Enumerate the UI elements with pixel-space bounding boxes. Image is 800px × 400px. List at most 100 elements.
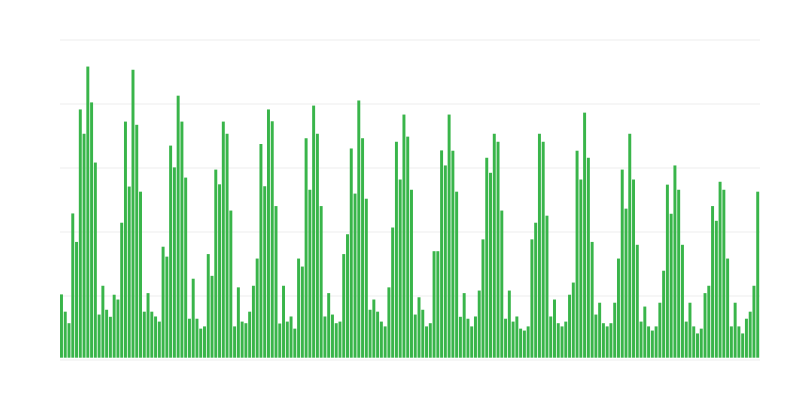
bar xyxy=(71,213,75,358)
bar xyxy=(376,311,380,358)
bar xyxy=(556,323,560,358)
bar xyxy=(643,306,647,358)
bar xyxy=(142,311,146,358)
bar xyxy=(248,311,252,358)
bar xyxy=(82,133,86,358)
bar xyxy=(413,314,417,358)
bar xyxy=(692,326,696,358)
bar xyxy=(410,189,413,358)
bar xyxy=(361,138,365,358)
bar xyxy=(658,302,662,358)
bar xyxy=(748,311,752,358)
bar xyxy=(214,169,218,358)
bar xyxy=(154,316,158,358)
bar xyxy=(172,167,176,358)
bar xyxy=(522,330,526,358)
bar xyxy=(297,258,301,358)
bar xyxy=(729,326,733,358)
bar xyxy=(191,278,195,358)
bar xyxy=(274,206,278,358)
bar xyxy=(428,323,432,358)
bar xyxy=(372,299,376,358)
bar xyxy=(447,114,451,358)
bar xyxy=(127,186,131,358)
bar xyxy=(116,299,120,358)
bar xyxy=(718,181,722,358)
bar xyxy=(470,326,474,358)
bar xyxy=(266,109,270,358)
bar xyxy=(387,287,391,358)
bar xyxy=(489,172,492,358)
bar xyxy=(598,302,602,358)
bar xyxy=(251,285,255,358)
bar xyxy=(477,290,481,358)
bar xyxy=(334,323,338,358)
bar xyxy=(165,256,169,358)
bar xyxy=(616,258,620,358)
bar xyxy=(406,136,410,358)
bar xyxy=(391,227,395,358)
bar xyxy=(530,239,534,358)
bar xyxy=(601,323,605,358)
bar xyxy=(187,318,191,358)
bar xyxy=(473,316,477,358)
bars xyxy=(60,66,760,358)
bar xyxy=(650,330,654,358)
bar xyxy=(195,318,199,358)
bar xyxy=(304,138,308,358)
bar xyxy=(560,326,564,358)
bar xyxy=(632,179,635,358)
bar xyxy=(240,321,244,358)
bar xyxy=(703,293,707,358)
bar xyxy=(218,184,222,358)
bar xyxy=(346,234,349,358)
bar xyxy=(293,328,297,358)
bar xyxy=(357,100,361,358)
bar xyxy=(146,293,150,358)
bar xyxy=(244,323,248,358)
bar xyxy=(169,145,173,358)
bar xyxy=(157,321,161,358)
bar xyxy=(327,293,331,358)
bar xyxy=(458,316,462,358)
bar xyxy=(425,326,429,358)
bar xyxy=(75,241,79,358)
bar xyxy=(549,316,553,358)
bar xyxy=(402,114,406,358)
bar xyxy=(60,294,63,358)
bar xyxy=(278,323,282,358)
bar xyxy=(741,333,745,358)
bar xyxy=(571,282,575,358)
bar xyxy=(594,314,598,358)
bar xyxy=(436,251,440,358)
bar xyxy=(233,326,237,358)
bar xyxy=(519,328,523,358)
bar xyxy=(206,254,210,358)
bar xyxy=(684,321,688,358)
bar xyxy=(628,133,632,358)
bar xyxy=(526,326,530,358)
bar xyxy=(308,189,312,358)
bar xyxy=(564,321,568,358)
bar xyxy=(613,302,617,358)
bar xyxy=(624,208,628,358)
bar xyxy=(63,311,67,358)
bar xyxy=(312,105,316,358)
bar xyxy=(635,244,639,358)
bar xyxy=(443,165,447,358)
bar xyxy=(737,326,741,358)
bar xyxy=(199,328,203,358)
bar xyxy=(342,254,346,358)
bar xyxy=(161,246,165,358)
bar xyxy=(500,210,504,358)
bar xyxy=(112,294,116,358)
bar xyxy=(744,318,748,358)
bar xyxy=(93,162,97,358)
bar xyxy=(496,141,500,358)
bar xyxy=(677,189,681,358)
bar xyxy=(553,299,556,358)
bar xyxy=(101,285,105,358)
bar xyxy=(176,95,180,358)
bar xyxy=(78,109,82,358)
